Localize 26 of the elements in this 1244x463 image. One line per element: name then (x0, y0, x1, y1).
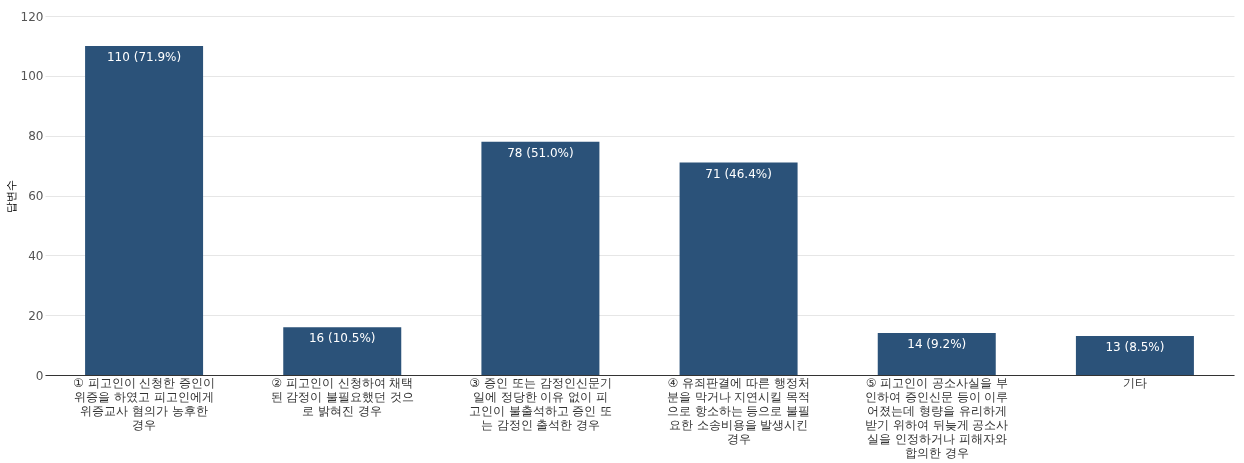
data-label: 14 (9.2%) (907, 337, 967, 352)
y-axis-title: 답변수 (4, 179, 18, 213)
data-label: 13 (8.5%) (1105, 340, 1165, 355)
y-tick-label: 20 (28, 308, 44, 323)
x-tick-label: ③ 증인 또는 감정인신문기일에 정당한 이유 없이 피고인이 불출석하고 증인 또는 감정인 출석한 경우 (468, 375, 613, 432)
x-tick-label: ① 피고인이 신청한 증인이 위증을 하였고 피고인에게 위증교사 혐의가 농후한 경우 (72, 375, 216, 432)
y-tick-label: 40 (28, 248, 44, 263)
bar (1075, 336, 1194, 375)
bar (283, 327, 402, 375)
data-label: 78 (51.0%) (507, 145, 574, 160)
y-tick-label: 100 (20, 69, 44, 84)
bar (877, 333, 996, 375)
bar (481, 141, 600, 375)
x-tick-label: ② 피고인이 신청하여 채택된 감정이 불필요했던 것으로 밝혀진 경우 (270, 375, 414, 418)
x-tick-label: ④ 유죄판결에 따른 행정처분을 막거나 지연시킬 목적으로 항소하는 등으로 불필요한 소송비용을 발생시킨 경우 (666, 375, 811, 446)
y-tick-label: 80 (28, 129, 44, 144)
y-tick-label: 0 (35, 368, 44, 383)
x-tick-label: ⑤ 피고인이 공소사실을 부인하여 증인신문 등이 이루어졌는데 형량을 유리하게 받기 위하여 뒤늦게 공소사실을 인정하거나 피해자와 합의한 경우 (865, 375, 1009, 460)
data-label: 71 (46.4%) (705, 166, 772, 181)
bar (85, 45, 204, 375)
data-label: 16 (10.5%) (308, 331, 376, 346)
data-label: 110 (71.9%) (106, 49, 182, 64)
bar (679, 162, 798, 375)
x-tick-label: 기타 (1122, 375, 1147, 390)
y-tick-label: 120 (20, 9, 44, 24)
y-tick-label: 60 (28, 189, 44, 203)
